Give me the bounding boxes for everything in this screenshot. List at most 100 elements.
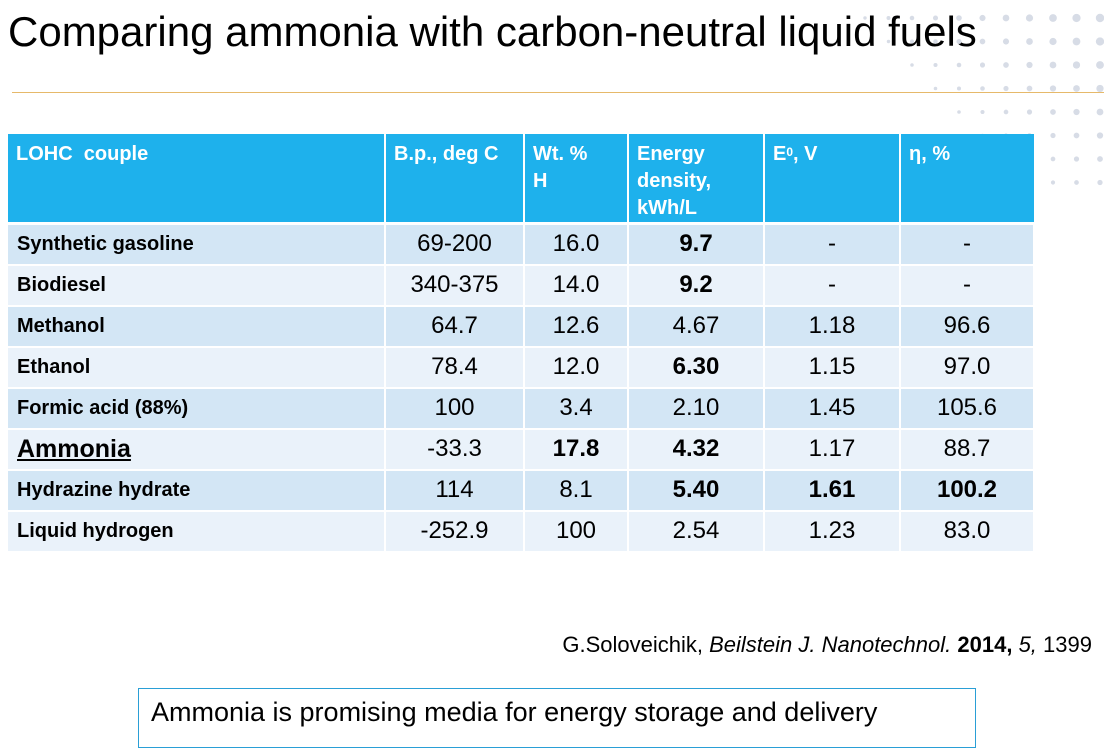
decorative-dot <box>980 109 985 115</box>
cell-wt: 16.0 <box>524 223 629 266</box>
cell-e0: 1.17 <box>764 428 901 471</box>
decorative-dot <box>1025 14 1034 22</box>
decorative-dot <box>1073 156 1080 162</box>
cell-energy: 4.32 <box>628 428 765 471</box>
decorative-dot <box>1096 61 1104 69</box>
header-boiling-point: B.p., deg C <box>385 134 525 225</box>
row-name: Synthetic gasoline <box>8 223 386 266</box>
table-row: Hydrazine hydrate 114 8.1 5.40 1.61 100.… <box>8 469 1035 512</box>
decorative-dot <box>1003 62 1009 68</box>
decorative-dot <box>933 62 938 68</box>
decorative-dot <box>979 38 986 45</box>
cell-e0: 1.61 <box>764 469 901 512</box>
decorative-dot <box>909 15 915 21</box>
header-eta: η, % <box>900 134 1034 225</box>
decorative-dot <box>1073 85 1080 92</box>
decorative-dot <box>1026 38 1033 45</box>
decorative-dot <box>1097 179 1103 186</box>
citation-journal: Beilstein J. Nanotechnol. <box>709 632 952 657</box>
cell-wt: 8.1 <box>524 469 629 512</box>
cell-e0: 1.23 <box>764 510 901 553</box>
cell-eta: 88.7 <box>900 428 1035 471</box>
row-name: Biodiesel <box>8 264 386 307</box>
decorative-dot <box>956 15 962 21</box>
header-e0: E0, V <box>764 134 901 225</box>
cell-bp: 100 <box>385 387 525 430</box>
citation-volume: 5, <box>1018 632 1037 657</box>
decorative-dot <box>1073 108 1080 116</box>
decorative-dot <box>909 39 915 44</box>
decorative-dot <box>1049 61 1057 69</box>
header-energy-density: Energy density, kWh/L <box>628 134 765 225</box>
decorative-dot <box>933 86 938 91</box>
table-row: Formic acid (88%) 100 3.4 2.10 1.45 105.… <box>8 387 1035 430</box>
decorative-dot <box>1072 13 1081 23</box>
cell-eta: - <box>900 223 1035 266</box>
cell-energy: 2.10 <box>628 387 765 430</box>
slide-title: Comparing ammonia with carbon-neutral li… <box>8 8 977 55</box>
cell-energy: 9.2 <box>628 264 765 307</box>
table-row: Ammonia -33.3 17.8 4.32 1.17 88.7 <box>8 428 1035 471</box>
cell-e0: - <box>764 223 901 266</box>
cell-wt: 12.0 <box>524 346 629 389</box>
cell-eta: - <box>900 264 1035 307</box>
cell-eta: 83.0 <box>900 510 1035 553</box>
table-row: Ethanol 78.4 12.0 6.30 1.15 97.0 <box>8 346 1035 389</box>
citation: G.Soloveichik, Beilstein J. Nanotechnol.… <box>562 632 1092 658</box>
decorative-dot <box>1049 14 1057 22</box>
cell-bp: 64.7 <box>385 305 525 348</box>
row-name: Hydrazine hydrate <box>8 469 386 512</box>
decorative-dot <box>863 16 867 20</box>
cell-bp: -252.9 <box>385 510 525 553</box>
decorative-dot <box>933 39 938 44</box>
cell-e0: 1.18 <box>764 305 901 348</box>
decorative-dot <box>1096 108 1104 116</box>
decorative-dot <box>979 62 986 68</box>
row-name: Liquid hydrogen <box>8 510 386 553</box>
decorative-dot <box>1073 132 1080 139</box>
decorative-dot <box>1072 37 1081 46</box>
decorative-dot <box>1026 85 1033 92</box>
cell-wt: 17.8 <box>524 428 629 471</box>
cell-eta: 96.6 <box>900 305 1035 348</box>
citation-page: 1399 <box>1043 632 1092 657</box>
header-couple: LOHC couple <box>8 134 386 225</box>
decorative-dot-pattern <box>863 13 1104 186</box>
decorative-dot <box>980 86 985 91</box>
cell-energy: 9.7 <box>628 223 765 266</box>
cell-e0: - <box>764 264 901 307</box>
decorative-dot <box>932 15 939 21</box>
decorative-dot <box>1050 132 1056 139</box>
table-row: Methanol 64.7 12.6 4.67 1.18 96.6 <box>8 305 1035 348</box>
cell-eta: 97.0 <box>900 346 1035 389</box>
decorative-dot <box>1097 156 1103 162</box>
conclusion-callout: Ammonia is promising media for energy st… <box>138 688 976 748</box>
decorative-dot <box>979 14 986 22</box>
decorative-dot <box>956 86 962 91</box>
table-row: Liquid hydrogen -252.9 100 2.54 1.23 83.… <box>8 510 1035 553</box>
decorative-dot <box>1074 180 1079 185</box>
decorative-dot <box>956 38 962 45</box>
row-name: Ammonia <box>8 428 386 471</box>
cell-energy: 4.67 <box>628 305 765 348</box>
cell-wt: 3.4 <box>524 387 629 430</box>
cell-eta: 100.2 <box>900 469 1035 512</box>
table-row: Biodiesel 340-375 14.0 9.2 - - <box>8 264 1035 307</box>
cell-wt: 12.6 <box>524 305 629 348</box>
cell-energy: 6.30 <box>628 346 765 389</box>
decorative-dot <box>1003 85 1009 92</box>
cell-bp: 340-375 <box>385 264 525 307</box>
cell-energy: 5.40 <box>628 469 765 512</box>
decorative-dot <box>1072 61 1081 69</box>
decorative-dot <box>1050 109 1056 115</box>
cell-bp: 69-200 <box>385 223 525 266</box>
cell-e0: 1.15 <box>764 346 901 389</box>
cell-energy: 2.54 <box>628 510 765 553</box>
table-row: Synthetic gasoline 69-200 16.0 9.7 - - <box>8 223 1035 266</box>
header-weight-percent-h: Wt. % H <box>524 134 629 225</box>
decorative-dot <box>1050 180 1056 185</box>
decorative-dot <box>1049 85 1057 92</box>
decorative-dot <box>886 39 891 44</box>
decorative-dot <box>1002 14 1010 22</box>
citation-author: G.Soloveichik, <box>562 632 710 657</box>
